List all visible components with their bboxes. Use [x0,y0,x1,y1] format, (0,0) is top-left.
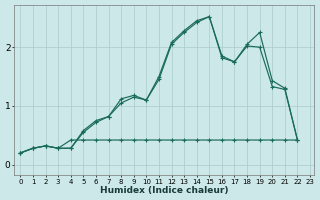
X-axis label: Humidex (Indice chaleur): Humidex (Indice chaleur) [100,186,228,195]
